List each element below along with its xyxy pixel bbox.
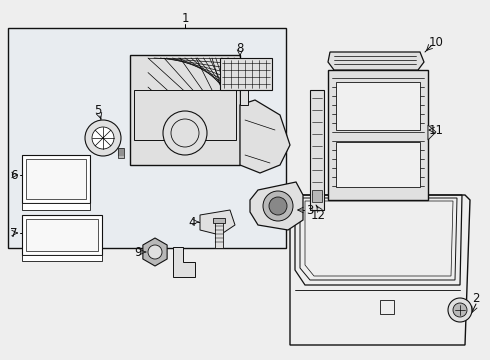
- Polygon shape: [200, 210, 235, 235]
- Text: 6: 6: [10, 168, 18, 181]
- Bar: [380, 300, 394, 314]
- Circle shape: [453, 303, 467, 317]
- Circle shape: [171, 119, 199, 147]
- Polygon shape: [328, 52, 424, 70]
- Polygon shape: [428, 125, 436, 140]
- Circle shape: [85, 120, 121, 156]
- Bar: [310, 90, 324, 210]
- Text: 12: 12: [311, 208, 325, 221]
- Bar: [215, 220, 223, 248]
- Bar: [328, 70, 428, 200]
- Circle shape: [269, 197, 287, 215]
- Circle shape: [148, 245, 162, 259]
- Text: 11: 11: [428, 123, 443, 136]
- Bar: [134, 90, 236, 140]
- Bar: [26, 219, 98, 251]
- Text: 7: 7: [10, 226, 18, 239]
- Polygon shape: [143, 238, 167, 266]
- Circle shape: [163, 111, 207, 155]
- Bar: [8, 28, 286, 248]
- Polygon shape: [173, 247, 195, 277]
- Polygon shape: [240, 100, 290, 173]
- Bar: [240, 85, 248, 105]
- Bar: [336, 82, 420, 130]
- Bar: [312, 190, 322, 202]
- Polygon shape: [22, 203, 90, 210]
- Bar: [213, 218, 225, 223]
- Polygon shape: [22, 255, 102, 261]
- Polygon shape: [250, 182, 303, 230]
- Text: 5: 5: [94, 104, 102, 117]
- Text: 9: 9: [134, 246, 142, 258]
- Text: 3: 3: [306, 203, 314, 216]
- Bar: [26, 159, 86, 199]
- Text: 10: 10: [429, 36, 443, 49]
- Circle shape: [448, 298, 472, 322]
- Text: 4: 4: [188, 216, 196, 229]
- Text: 8: 8: [236, 41, 244, 54]
- Bar: [118, 148, 124, 158]
- Bar: [22, 215, 102, 255]
- Text: 1: 1: [181, 12, 189, 24]
- Bar: [130, 55, 240, 165]
- Circle shape: [92, 127, 114, 149]
- Circle shape: [263, 191, 293, 221]
- Bar: [220, 58, 272, 90]
- Text: 2: 2: [472, 292, 480, 305]
- Bar: [22, 155, 90, 203]
- Bar: [336, 142, 420, 187]
